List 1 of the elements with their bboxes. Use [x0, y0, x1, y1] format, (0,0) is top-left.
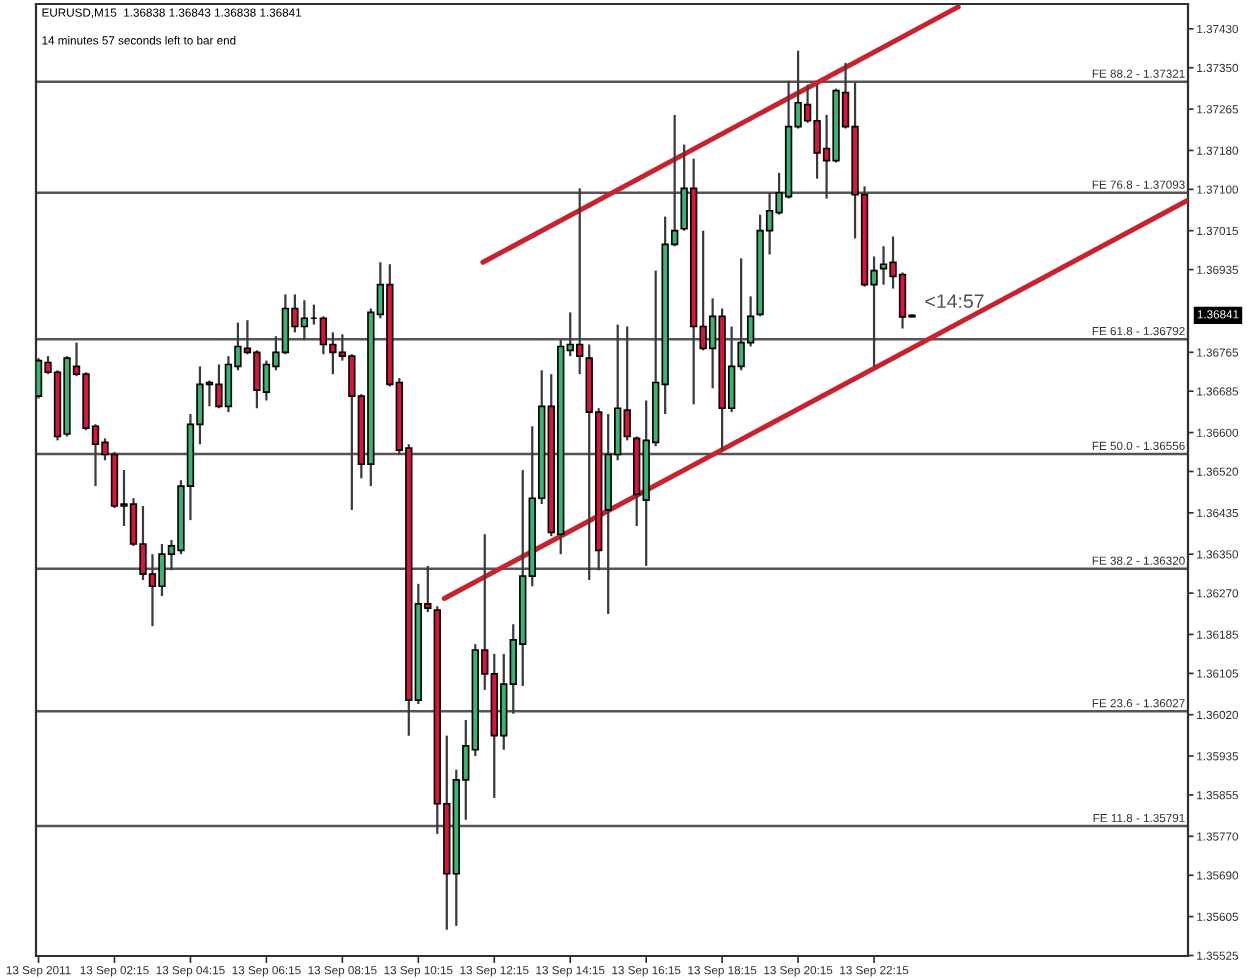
annotation: <14:57 [925, 294, 984, 309]
